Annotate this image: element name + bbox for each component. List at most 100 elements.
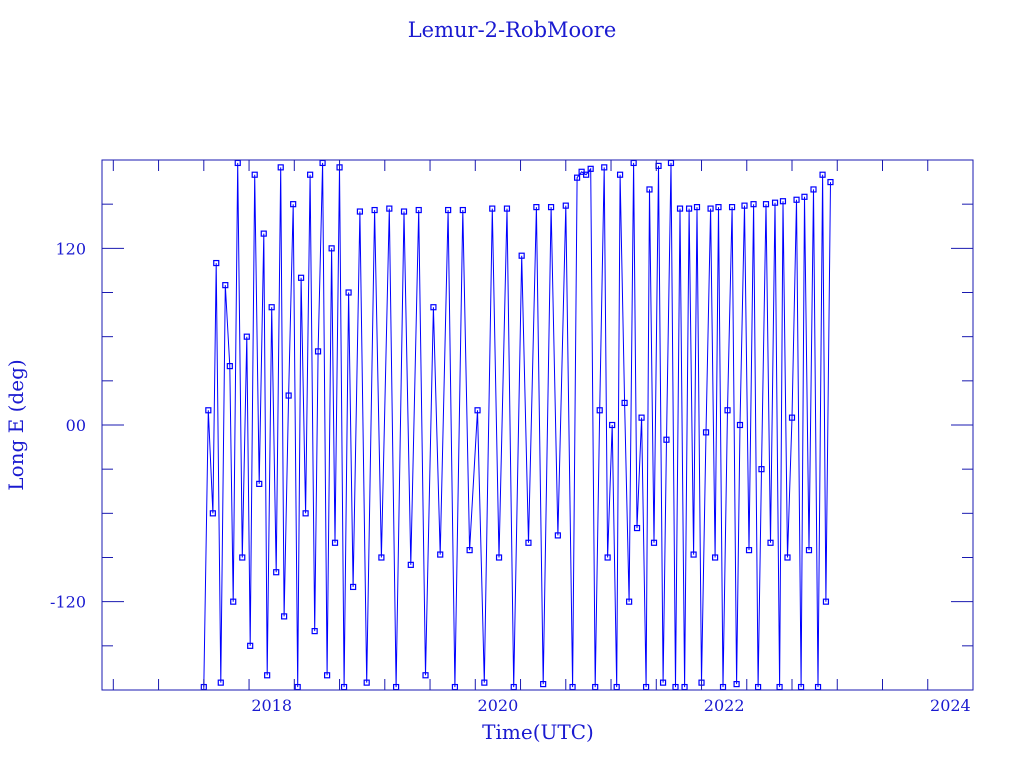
data-point [601, 164, 608, 171]
data-point [489, 205, 496, 212]
data-point [239, 554, 246, 561]
y-tick-label: 120 [55, 239, 86, 258]
x-tick-label: 2020 [478, 696, 519, 715]
data-point [540, 681, 547, 688]
data-point [733, 681, 740, 688]
data-point [650, 539, 658, 546]
data-point [331, 539, 339, 546]
y-tick-label: 00 [66, 416, 86, 435]
data-point [663, 436, 670, 443]
data-point [633, 524, 641, 532]
x-tick-label: 2024 [930, 696, 971, 715]
data-point [297, 274, 305, 281]
data-point [583, 171, 590, 178]
data-point [213, 259, 220, 267]
x-tick-label: 2022 [704, 696, 745, 715]
data-point [247, 642, 254, 649]
plot-area [200, 160, 834, 690]
data-point [685, 205, 693, 212]
data-point [314, 348, 322, 355]
data-point [616, 171, 624, 178]
data-point [638, 414, 645, 421]
data-point [690, 551, 697, 558]
data-point [659, 679, 667, 686]
data-point [422, 672, 429, 679]
data-point [626, 598, 633, 605]
data-point [587, 165, 594, 172]
data-point [307, 171, 314, 178]
data-point [779, 198, 787, 205]
series-group [200, 160, 834, 690]
data-point [707, 205, 714, 212]
data-point [466, 547, 473, 554]
data-point [736, 421, 744, 429]
data-point [209, 510, 216, 517]
data-point [437, 551, 444, 558]
data-point [415, 206, 422, 214]
data-point [503, 205, 511, 212]
data-point [356, 208, 364, 215]
data-point [750, 201, 757, 208]
data-point [205, 407, 212, 414]
data-point [481, 679, 488, 686]
data-point [745, 547, 753, 554]
data-point [260, 230, 267, 237]
data-point [562, 202, 569, 209]
data-point [324, 672, 331, 679]
data-point [302, 510, 309, 517]
data-point [430, 304, 437, 311]
plot-frame [101, 159, 974, 691]
axes: 120 00 -120 2018 2020 2022 2024 [50, 159, 974, 715]
data-point [363, 679, 370, 686]
data-point [801, 193, 808, 200]
x-axis-label: Time(UTC) [482, 720, 594, 744]
data-point [251, 171, 258, 178]
data-point [676, 205, 684, 212]
data-point [285, 392, 292, 399]
data-point [226, 363, 233, 370]
data-point [518, 252, 525, 259]
data-point [728, 204, 736, 211]
data-point [693, 204, 701, 211]
data-point [230, 598, 237, 605]
data-point [554, 532, 561, 539]
data-point [762, 201, 770, 208]
data-point [758, 466, 765, 473]
data-point [547, 204, 555, 211]
data-point [604, 554, 611, 561]
data-point [268, 304, 275, 311]
data-point [345, 289, 352, 296]
data-point [573, 174, 581, 181]
y-tick-label: -120 [50, 593, 86, 612]
data-point [715, 204, 722, 211]
data-point [459, 206, 466, 214]
data-point [350, 583, 357, 591]
data-point [805, 547, 813, 554]
data-point [741, 202, 748, 209]
data-point [819, 171, 826, 178]
data-point [702, 429, 710, 436]
data-point [810, 186, 817, 193]
data-point [264, 672, 271, 679]
data-point [277, 164, 284, 171]
chart-title: Lemur-2-RobMoore [408, 18, 617, 42]
data-point [474, 407, 481, 414]
data-point [378, 554, 385, 561]
x-tick-label: 2018 [251, 696, 292, 715]
series-line [203, 162, 831, 688]
data-point [525, 539, 532, 546]
data-point [445, 206, 452, 214]
data-point [273, 569, 280, 576]
data-point [646, 186, 653, 193]
data-point [711, 554, 719, 561]
data-point [256, 480, 263, 487]
data-point [281, 613, 288, 620]
data-point [407, 561, 414, 568]
data-point [793, 196, 800, 203]
data-point [621, 399, 628, 407]
data-point [767, 539, 774, 546]
data-point [788, 414, 796, 421]
data-point [609, 421, 616, 429]
data-point [328, 245, 335, 252]
